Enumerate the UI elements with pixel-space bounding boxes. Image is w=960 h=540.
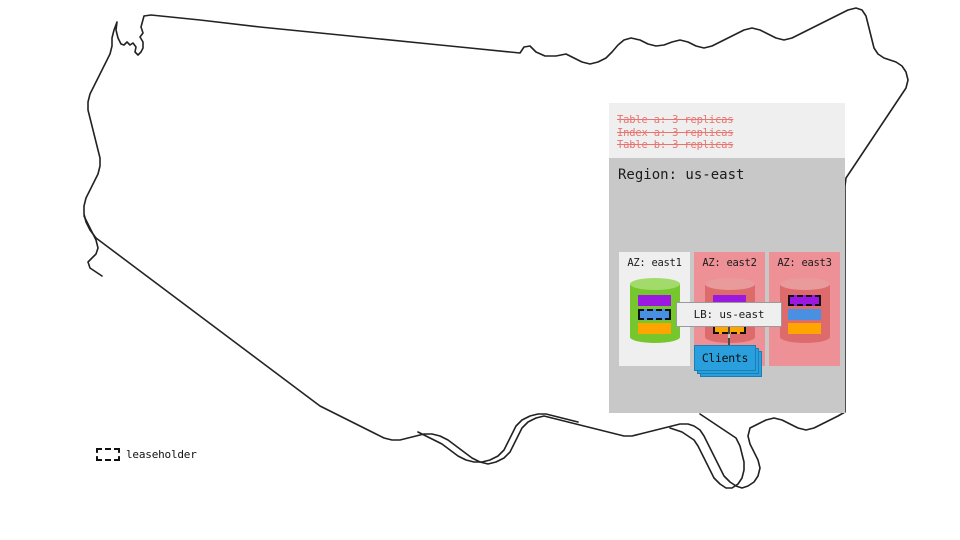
cylinder-top (629, 278, 680, 290)
az-east1-label: AZ: east1 (627, 257, 682, 269)
range-table-b[interactable] (638, 323, 671, 334)
az-east1[interactable]: AZ: east1 (619, 252, 690, 366)
range-table-a[interactable] (638, 295, 671, 306)
west-coast-detail-path (83, 215, 103, 277)
clients-stack[interactable]: Clients (694, 345, 762, 377)
cylinder-top (779, 278, 830, 290)
clients-card-front[interactable]: Clients (694, 345, 756, 371)
az-east3-ranges (780, 292, 830, 337)
range-table-b[interactable] (788, 323, 821, 334)
az-east2-label: AZ: east2 (702, 257, 757, 269)
az-east3[interactable]: AZ: east3 (769, 252, 840, 366)
range-index-a-leaseholder[interactable] (638, 309, 671, 320)
az-east3-node-cylinder (779, 278, 830, 343)
legend: leaseholder (96, 448, 197, 461)
cylinder-top (704, 278, 755, 290)
az-east1-ranges (630, 292, 680, 337)
replication-note-table-b: Table b: 3 replicas (617, 139, 734, 152)
az-east1-node-cylinder (629, 278, 680, 343)
replication-note-index-a: Index a: 3 replicas (617, 126, 734, 139)
lb-to-clients-connector (728, 327, 730, 345)
range-table-a[interactable] (713, 295, 746, 306)
region-title: Region: us-east (618, 167, 745, 183)
us-border-path (83, 7, 909, 489)
range-index-a[interactable] (788, 309, 821, 320)
replication-notes-header: Table a: 3 replicas Index a: 3 replicas … (609, 103, 845, 158)
range-table-a-leaseholder[interactable] (788, 295, 821, 306)
leaseholder-dashed-rect-icon (96, 448, 120, 461)
florida-detail-path (669, 413, 745, 489)
az-east3-label: AZ: east3 (777, 257, 832, 269)
gulf-coast-detail-path (417, 413, 579, 463)
replication-note-table-a: Table a: 3 replicas (617, 114, 734, 126)
load-balancer-box[interactable]: LB: us-east (676, 302, 782, 327)
legend-label: leaseholder (126, 448, 197, 461)
